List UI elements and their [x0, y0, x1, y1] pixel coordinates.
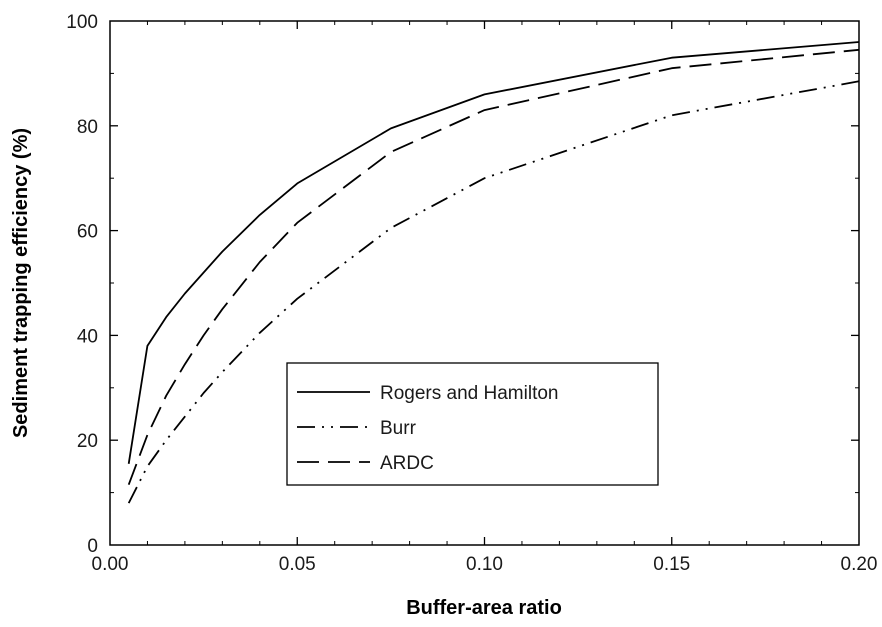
legend-label-rogers-and-hamilton: Rogers and Hamilton	[380, 383, 558, 404]
legend: Rogers and Hamilton Burr ARDC	[286, 362, 659, 486]
x-tick-label: 0.05	[279, 554, 316, 575]
x-tick-label: 0.20	[841, 554, 878, 575]
y-tick-label: 20	[77, 431, 98, 452]
y-tick-label: 40	[77, 326, 98, 347]
series-line-rogers-and-hamilton	[127, 41, 860, 464]
y-axis: 0 20 40 60 80 100	[66, 12, 859, 557]
legend-label-burr: Burr	[380, 418, 417, 439]
plot-lines	[127, 41, 860, 504]
y-axis-title: Sediment trapping efficiency (%)	[10, 128, 32, 438]
x-axis-title: Buffer-area ratio	[406, 597, 562, 619]
legend-box	[286, 362, 659, 486]
y-tick-label: 100	[66, 12, 98, 33]
series-line-burr	[127, 80, 860, 504]
series-line-ardc	[127, 48, 860, 486]
y-tick-label: 60	[77, 222, 98, 243]
x-tick-label: 0.15	[653, 554, 690, 575]
x-tick-label: 0.10	[466, 554, 503, 575]
y-tick-label: 0	[87, 536, 98, 557]
y-tick-label: 80	[77, 117, 98, 138]
x-tick-label: 0.00	[92, 554, 129, 575]
x-axis: 0.00 0.05 0.10 0.15 0.20	[92, 21, 878, 575]
legend-label-ardc: ARDC	[380, 453, 434, 474]
